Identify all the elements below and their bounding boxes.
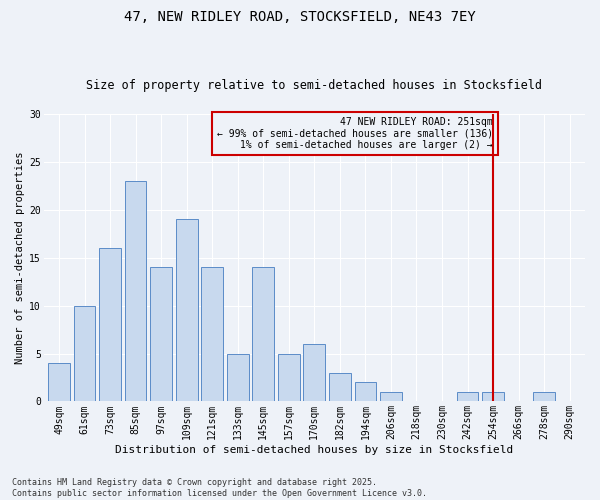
Bar — [355, 382, 376, 402]
Y-axis label: Number of semi-detached properties: Number of semi-detached properties — [15, 152, 25, 364]
Bar — [99, 248, 121, 402]
Bar — [150, 268, 172, 402]
Bar — [48, 363, 70, 402]
Bar — [74, 306, 95, 402]
Bar — [304, 344, 325, 402]
Bar — [533, 392, 555, 402]
Bar — [125, 181, 146, 402]
Text: Contains HM Land Registry data © Crown copyright and database right 2025.
Contai: Contains HM Land Registry data © Crown c… — [12, 478, 427, 498]
Bar — [227, 354, 248, 402]
Bar — [457, 392, 478, 402]
Bar — [253, 268, 274, 402]
Bar — [202, 268, 223, 402]
X-axis label: Distribution of semi-detached houses by size in Stocksfield: Distribution of semi-detached houses by … — [115, 445, 514, 455]
Bar — [482, 392, 504, 402]
Text: 47 NEW RIDLEY ROAD: 251sqm
← 99% of semi-detached houses are smaller (136)
1% of: 47 NEW RIDLEY ROAD: 251sqm ← 99% of semi… — [217, 117, 493, 150]
Title: Size of property relative to semi-detached houses in Stocksfield: Size of property relative to semi-detach… — [86, 79, 542, 92]
Bar — [278, 354, 299, 402]
Bar — [329, 372, 351, 402]
Text: 47, NEW RIDLEY ROAD, STOCKSFIELD, NE43 7EY: 47, NEW RIDLEY ROAD, STOCKSFIELD, NE43 7… — [124, 10, 476, 24]
Bar — [176, 220, 197, 402]
Bar — [380, 392, 402, 402]
